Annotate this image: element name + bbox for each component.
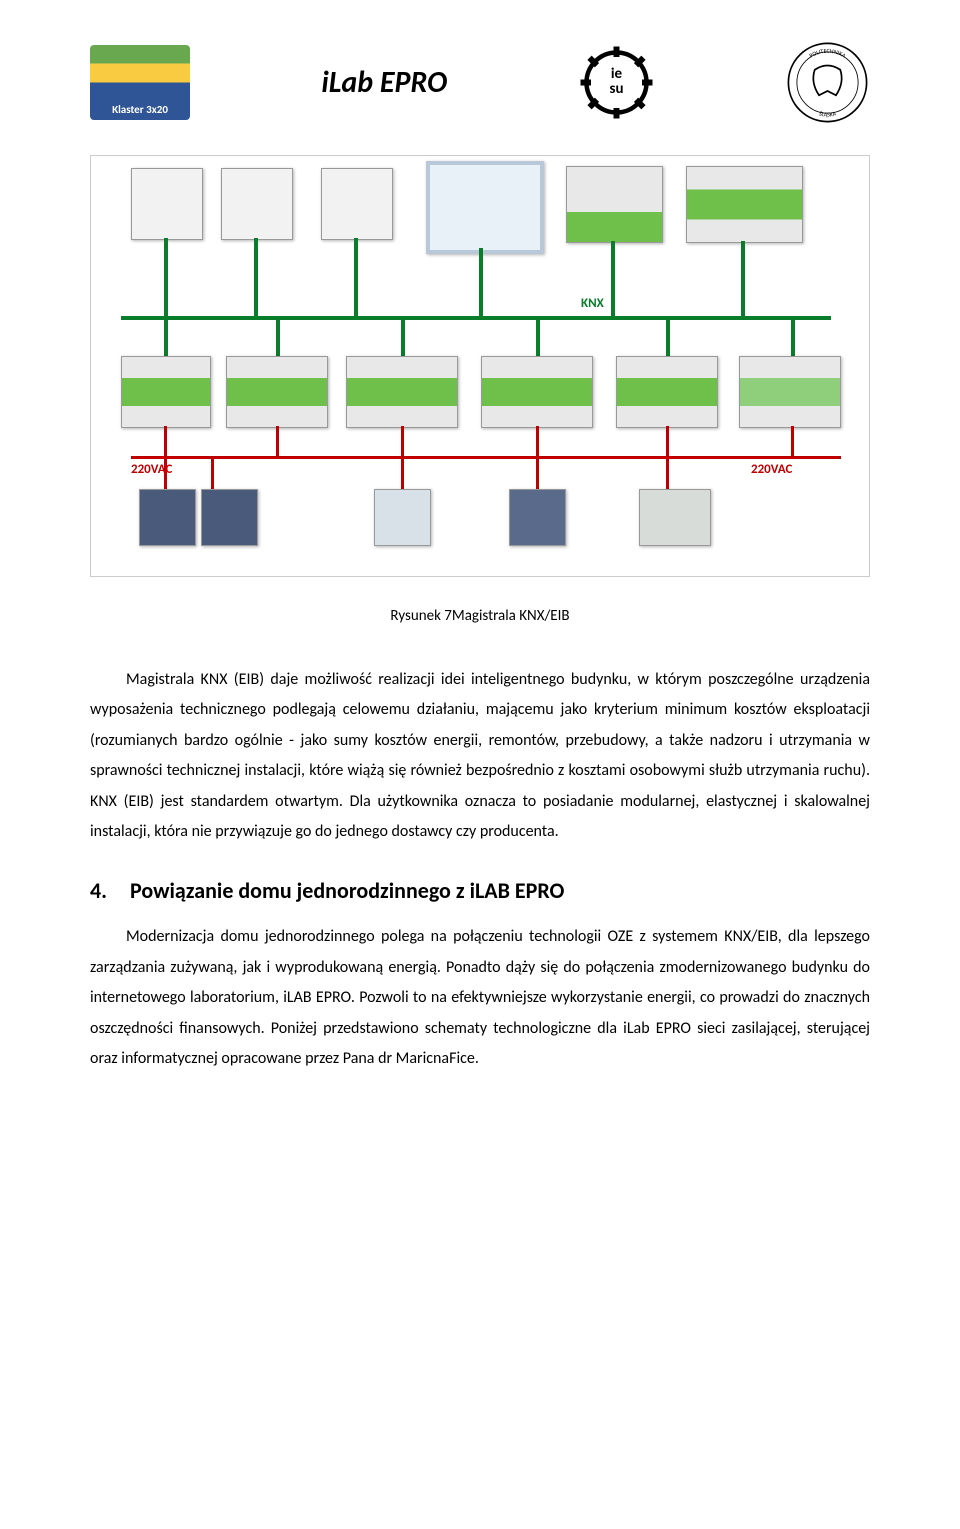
svg-text:ŚLĄSKA: ŚLĄSKA: [818, 109, 837, 118]
section-number: 4.: [90, 877, 130, 904]
bus-drop: [479, 248, 483, 316]
knx-diagram: KNX 220VAC 220VAC: [90, 155, 870, 577]
power-drop: [401, 426, 404, 456]
ilab-brand-text: iLab EPRO: [321, 64, 447, 101]
bus-drop: [741, 241, 745, 316]
load-lamp: [201, 489, 258, 546]
power-label-right: 220VAC: [751, 462, 792, 477]
din-module: [121, 356, 211, 428]
bus-drop: [791, 320, 795, 356]
power-drop: [164, 459, 167, 489]
wall-panel: [221, 168, 293, 240]
svg-text:su: su: [609, 80, 623, 98]
power-drop: [401, 459, 404, 489]
power-drop: [791, 426, 794, 456]
load-actuator: [509, 489, 566, 546]
power-drop: [666, 459, 669, 489]
bus-drop: [276, 320, 280, 356]
touch-screen: [426, 161, 544, 254]
power-drop: [164, 426, 167, 456]
university-logo: POLITECHNIKA ŚLĄSKA: [785, 40, 870, 125]
bus-drop: [354, 238, 358, 316]
gear-logo: ie su: [579, 45, 654, 120]
svg-text:POLITECHNIKA: POLITECHNIKA: [808, 47, 848, 60]
power-drop: [536, 459, 539, 489]
load-heater: [639, 489, 711, 546]
knx-bus-label: KNX: [581, 296, 604, 311]
klaster-logo: Klaster 3x20: [90, 45, 190, 120]
din-module: [739, 356, 841, 428]
paragraph-1: Magistrala KNX (EIB) daje możliwość real…: [90, 665, 870, 847]
klaster-label: Klaster 3x20: [112, 103, 168, 116]
header-logos: Klaster 3x20 iLab EPRO ie su: [90, 40, 870, 125]
ilab-brand: iLab EPRO: [321, 64, 447, 101]
bus-drop: [666, 320, 670, 356]
bus-drop: [536, 320, 540, 356]
paragraph-2-text: Modernizacja domu jednorodzinnego polega…: [90, 927, 870, 1068]
power-drop: [536, 426, 539, 456]
power-drop: [211, 459, 214, 489]
section-heading: 4.Powiązanie domu jednorodzinnego z iLAB…: [90, 877, 870, 904]
knx-bus: [121, 316, 831, 320]
power-line: [131, 456, 841, 459]
paragraph-1-text: Magistrala KNX (EIB) daje możliwość real…: [90, 670, 870, 841]
power-drop: [276, 426, 279, 456]
bus-drop: [164, 320, 168, 356]
din-module: [226, 356, 328, 428]
load-lamp: [139, 489, 196, 546]
din-device: [686, 166, 803, 243]
bus-drop: [611, 241, 615, 316]
section-title: Powiązanie domu jednorodzinnego z iLAB E…: [130, 877, 564, 904]
wall-sensor: [321, 168, 393, 240]
bus-drop: [164, 238, 168, 316]
wall-panel: [131, 168, 203, 240]
load-blind: [374, 489, 431, 546]
bus-drop: [401, 320, 405, 356]
bus-drop: [254, 238, 258, 316]
figure-caption: Rysunek 7Magistrala KNX/EIB: [90, 607, 870, 625]
din-module: [346, 356, 458, 428]
din-module: [616, 356, 718, 428]
paragraph-2: Modernizacja domu jednorodzinnego polega…: [90, 922, 870, 1074]
din-module: [481, 356, 593, 428]
din-device: [566, 166, 663, 243]
power-drop: [666, 426, 669, 456]
